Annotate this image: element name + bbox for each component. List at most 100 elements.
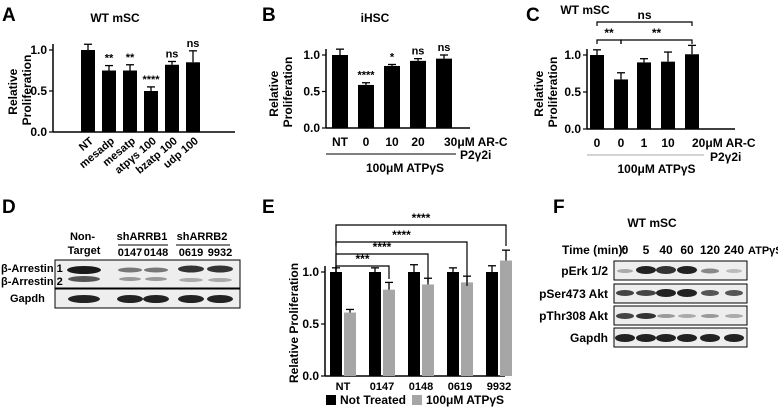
panel-c-xlabel-4: 20μM AR-C: [692, 136, 756, 150]
panel-f-blot: F WT mSC Time (min): 0 5 40 60 120 240 A…: [539, 197, 778, 348]
band-f-perk-40: [656, 266, 676, 274]
panel-b-bar-0: [332, 55, 348, 128]
panel-e-bar-s0-1: [369, 272, 381, 376]
band-d-gapdh-0147: [117, 295, 143, 303]
blot-f-treatment: ATPγS: [748, 245, 778, 257]
panel-c-bar-3: [661, 61, 675, 129]
panel-c-xlabel-3: 10: [661, 136, 675, 150]
panel-label-c: C: [526, 5, 540, 26]
panel-b-title: iHSC: [361, 11, 390, 25]
panel-e-legend-label-0: Not Treated: [340, 393, 406, 407]
panel-e-legend-swatch-0: [326, 395, 336, 405]
band-f-gapdh-5: [636, 334, 656, 342]
panel-b-sig-2: *: [390, 51, 395, 63]
band-d-arr2-0148: [145, 277, 167, 281]
panel-a-ylabel-line-1: Relative: [6, 68, 20, 114]
panel-c-xlabel-0: 0: [594, 136, 601, 150]
panel-e-ytick-label-0: 0.0: [302, 369, 319, 383]
panel-a-sig-3: ****: [142, 74, 160, 86]
panel-a-ytick-label-0: 0.0: [30, 125, 47, 139]
panel-a-bar-0: [81, 50, 95, 132]
blot-f-time-60: 60: [680, 243, 694, 257]
panel-b-xlabel-4: 30μM AR-C: [444, 135, 508, 149]
panel-b: B iHSC Relative Proliferation 0.0 0.5 1.0 N…: [262, 5, 508, 175]
blot-d-row-gapdh: Gapdh: [10, 293, 45, 305]
panel-e-bar-s1-1: [383, 289, 395, 376]
panel-label-f: F: [553, 197, 565, 218]
band-f-pthr-120: [701, 314, 719, 318]
blot-f-time-label: Time (min):: [562, 243, 626, 257]
blot-d-bands: [67, 265, 233, 303]
blot-d-header-nontarget: Non- Target: [68, 231, 101, 257]
panel-c: C WT mSC Relative Proliferation 0.0 0.5 1.…: [526, 3, 756, 176]
panel-a-sig-5: ns: [187, 38, 200, 50]
band-f-gapdh-60: [677, 334, 697, 342]
panel-c-group-label: 100μM ATPγS: [617, 162, 695, 176]
band-d-gapdh-nt: [68, 295, 100, 303]
panel-a-sig-1: **: [105, 53, 114, 65]
panel-e-bar-s0-4: [486, 272, 498, 376]
panel-b-ylabel-line-2: Proliferation: [281, 57, 295, 128]
band-d-gapdh-0619: [178, 295, 204, 303]
panel-e-bar-s0-0: [330, 272, 342, 376]
panel-e-legend-swatch-1: [412, 395, 422, 405]
panel-a-bar-5: [186, 62, 200, 132]
panel-c-ylabel-line-1: Relative: [532, 70, 546, 116]
panel-b-xlabel-0: NT: [332, 135, 349, 149]
band-f-pthr-240: [725, 314, 743, 318]
panel-e-bracket-0: [335, 224, 507, 246]
panel-a: A WT mSC Relative Proliferation 0.0 0.5 1.…: [2, 5, 235, 177]
blot-f-row-pser473: pSer473 Akt: [539, 287, 608, 301]
blot-f-title: WT mSC: [627, 216, 677, 230]
panel-e-xlabel-2: 0148: [409, 381, 433, 393]
blot-d-arrestin-strip: [54, 259, 241, 289]
panel-b-group-label: 100μM ATPγS: [366, 161, 444, 175]
panel-c-extra-label: P2γ2i: [710, 150, 741, 164]
panel-e-bracket-label-0: ****: [412, 211, 431, 225]
panel-b-bar-2: [384, 65, 400, 128]
blot-f-bands: [615, 266, 744, 342]
panel-a-ylabel: Relative Proliferation: [6, 55, 34, 126]
panel-b-ylabel: Relative Proliferation: [267, 57, 295, 128]
band-f-pser-240: [725, 290, 743, 296]
panel-e-xlabel-0: NT: [336, 381, 351, 393]
panel-e-ylabel: Relative Proliferation: [287, 263, 301, 383]
blot-d-header-sharrb2: shARRB2: [177, 231, 228, 243]
panel-c-bracket-label-0: **: [604, 26, 614, 40]
blot-d-row-arrestin2: β-Arrestin 2: [1, 276, 63, 288]
panel-a-ytick-label-1: 0.5: [30, 84, 47, 98]
panel-e-bar-s1-2: [422, 284, 434, 376]
panel-b-ytick-label-0: 0.0: [303, 121, 320, 135]
panel-c-bar-4: [685, 54, 699, 130]
panel-c-ylabel: Relative Proliferation: [532, 57, 560, 128]
panel-a-ylabel-line-2: Proliferation: [20, 55, 34, 126]
band-d-arr1-9932: [207, 265, 233, 273]
band-f-perk-240: [726, 269, 742, 273]
panel-a-sig-2: **: [126, 52, 135, 64]
panel-b-xlabel-3: 20: [411, 135, 425, 149]
panel-c-bar-1: [614, 79, 628, 129]
panel-a-bar-4: [165, 64, 179, 132]
panel-c-ytick-label-2: 1.0: [564, 48, 581, 62]
panel-c-bracket-2: [596, 21, 693, 26]
band-d-arr1-nt: [67, 266, 101, 274]
band-d-arr2-9932: [208, 278, 232, 282]
blot-f-time-240: 240: [724, 243, 744, 257]
panel-b-sig-1: ****: [357, 70, 375, 82]
panel-e-bar-s1-0: [344, 312, 356, 376]
panel-e-bar-s1-3: [461, 282, 473, 376]
blot-f-row-gapdh: Gapdh: [570, 331, 608, 345]
panel-c-ylabel-line-2: Proliferation: [546, 57, 560, 128]
panel-e-xlabel-1: 0147: [370, 381, 394, 393]
panel-e-bar-s0-3: [447, 272, 459, 376]
panel-c-xlabel-1: 0: [618, 136, 625, 150]
panel-a-title: WT mSC: [90, 11, 140, 25]
panel-e-xlabel-4: 9932: [487, 381, 511, 393]
panel-c-bracket-1: [620, 39, 693, 44]
band-d-arr2-0619: [179, 278, 203, 282]
panel-c-bar-2: [637, 62, 651, 129]
panel-e-ytick-label-2: 1.0: [302, 265, 319, 279]
blot-d-header-nontarget-line-2: Target: [68, 245, 101, 257]
panel-e-bar-s0-2: [408, 272, 420, 376]
